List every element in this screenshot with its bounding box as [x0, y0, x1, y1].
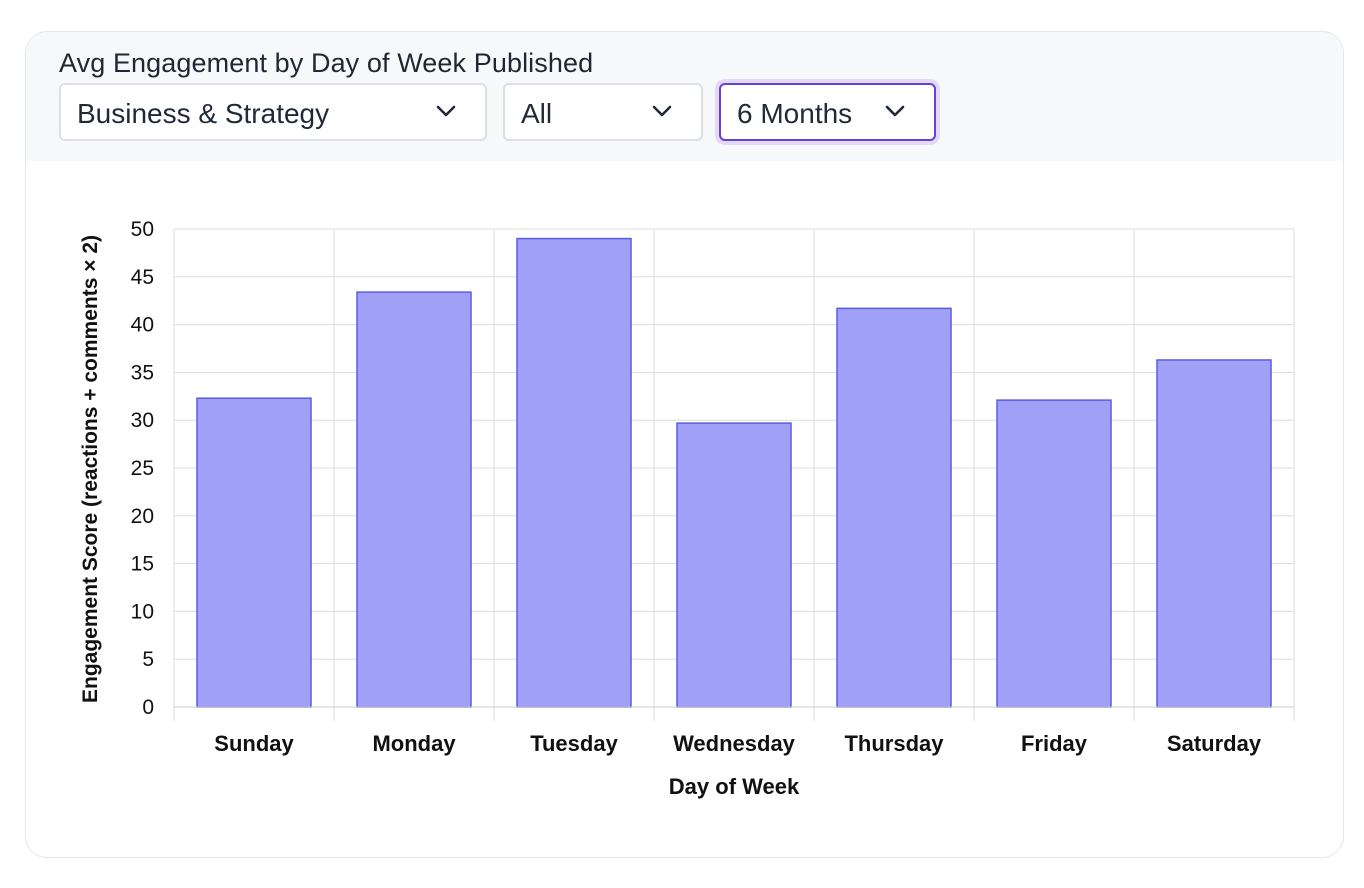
y-tick-label: 30	[131, 409, 154, 432]
y-tick-label: 45	[131, 266, 154, 289]
category-select-value: Business & Strategy	[77, 98, 330, 129]
y-tick-label: 35	[131, 361, 154, 384]
chevron-down-icon	[652, 105, 672, 117]
chart-card: Avg Engagement by Day of Week Published …	[25, 31, 1344, 858]
x-tick-label: Thursday	[844, 731, 944, 756]
chevron-down-icon	[885, 105, 905, 117]
x-axis-label: Day of Week	[669, 774, 800, 799]
type-select[interactable]: All	[503, 83, 703, 141]
period-select-value: 6 Months	[737, 98, 853, 129]
x-tick-label: Monday	[372, 731, 456, 756]
chart-title: Avg Engagement by Day of Week Published	[59, 48, 594, 78]
y-tick-label: 25	[131, 457, 154, 480]
y-tick-label: 10	[131, 600, 154, 623]
y-tick-label: 40	[131, 314, 154, 337]
x-tick-label: Saturday	[1167, 731, 1262, 756]
x-tick-label: Wednesday	[673, 731, 796, 756]
x-tick-label: Tuesday	[530, 731, 618, 756]
y-tick-label: 20	[131, 505, 154, 528]
bar-sunday	[196, 397, 312, 708]
x-tick-label: Friday	[1021, 731, 1088, 756]
y-axis-label: Engagement Score (reactions + comments ×…	[79, 235, 102, 703]
card-header: Avg Engagement by Day of Week Published …	[26, 32, 1343, 161]
bar-friday	[996, 399, 1112, 708]
y-tick-label: 50	[131, 218, 154, 241]
bar-saturday	[1156, 359, 1272, 708]
bar-chart: 0 5 10 15 20 25 30 35 40 45 50 Sunday Monday Tuesday W…	[79, 218, 1295, 799]
bar-tuesday	[516, 237, 632, 708]
category-select[interactable]: Business & Strategy	[59, 83, 487, 141]
chevron-down-icon	[436, 105, 456, 117]
bar-thursday	[836, 307, 952, 708]
y-tick-label: 15	[131, 553, 154, 576]
type-select-value: All	[521, 98, 553, 129]
bar-monday	[356, 291, 472, 708]
x-tick-label: Sunday	[214, 731, 294, 756]
period-select[interactable]: 6 Months	[719, 83, 936, 141]
y-tick-label: 0	[142, 696, 154, 719]
bar-wednesday	[676, 422, 792, 708]
y-tick-label: 5	[142, 648, 154, 671]
